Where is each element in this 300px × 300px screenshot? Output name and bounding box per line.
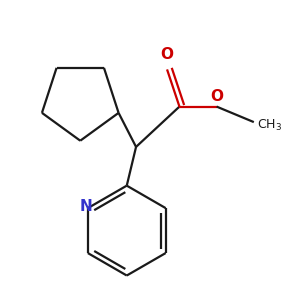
Text: O: O	[210, 88, 223, 104]
Text: CH$_3$: CH$_3$	[257, 118, 282, 133]
Text: N: N	[80, 199, 93, 214]
Text: O: O	[160, 47, 173, 62]
